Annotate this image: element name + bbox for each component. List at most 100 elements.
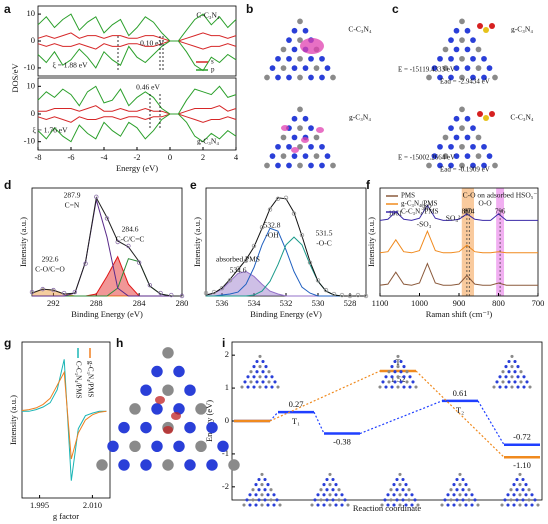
x-tick-label: 292 xyxy=(47,298,60,308)
atom xyxy=(470,162,476,169)
atom xyxy=(324,65,331,72)
atom xyxy=(330,74,336,81)
atom xyxy=(258,354,262,358)
atom xyxy=(525,380,529,384)
atom xyxy=(452,503,456,507)
atom xyxy=(459,106,465,113)
data-point xyxy=(126,243,131,249)
data-point xyxy=(203,290,209,296)
atom xyxy=(264,375,268,379)
atom xyxy=(449,488,453,492)
atom xyxy=(473,498,477,502)
annotation: -O-C xyxy=(316,239,331,248)
data-point xyxy=(291,211,297,216)
atom xyxy=(308,74,314,81)
atom xyxy=(260,503,264,507)
atom xyxy=(302,65,309,72)
atom xyxy=(442,153,449,160)
atom xyxy=(269,153,276,160)
atom xyxy=(273,380,277,384)
atom xyxy=(291,134,298,141)
legend-label: PMS xyxy=(401,192,415,200)
atom xyxy=(280,65,287,72)
atom xyxy=(506,503,510,507)
atom xyxy=(392,503,396,507)
connector xyxy=(359,400,443,435)
atom xyxy=(398,503,402,507)
atom xyxy=(255,359,259,364)
atom xyxy=(524,503,528,507)
y-tick-label: 10 xyxy=(27,8,36,18)
atom xyxy=(459,74,465,81)
atom xyxy=(129,440,141,453)
image-label: E = -15119.4333 eV xyxy=(398,66,455,74)
atom xyxy=(206,421,218,434)
atom xyxy=(515,498,519,502)
atom xyxy=(162,384,174,396)
atom xyxy=(475,153,482,160)
value-label: 1.52 xyxy=(391,374,406,384)
x-tick-label: 1000 xyxy=(411,298,428,308)
atom xyxy=(275,74,281,81)
atom xyxy=(398,483,402,487)
value-label: -1.10 xyxy=(513,460,531,470)
atom xyxy=(313,153,320,160)
atom xyxy=(396,354,400,358)
atom xyxy=(398,493,402,497)
atom xyxy=(251,488,255,492)
atom xyxy=(393,380,397,384)
connector xyxy=(477,400,505,446)
atom xyxy=(328,493,332,497)
atom xyxy=(399,359,403,364)
atom xyxy=(275,55,281,62)
atom xyxy=(440,503,444,507)
atom xyxy=(324,153,331,160)
atom xyxy=(266,483,270,487)
y-axis-label: Intensity (a.u.) xyxy=(366,217,376,267)
atom xyxy=(470,143,476,150)
y-axis-label: DOS/eV xyxy=(10,63,20,93)
atom xyxy=(459,162,465,169)
x-tick-label: 528 xyxy=(344,298,357,308)
legend-label: C-C₃N₄/PMS xyxy=(401,208,439,216)
atom xyxy=(426,74,432,81)
atom xyxy=(308,125,314,131)
atom xyxy=(481,55,487,62)
data-point xyxy=(275,196,281,201)
atom xyxy=(254,493,258,497)
atom xyxy=(510,354,514,358)
atom xyxy=(528,385,532,389)
atom xyxy=(252,365,256,369)
atom xyxy=(322,493,326,497)
atom xyxy=(481,162,487,169)
atom xyxy=(255,370,259,374)
atom xyxy=(392,493,396,497)
atom xyxy=(96,459,108,471)
atom xyxy=(286,37,292,43)
data-point xyxy=(51,287,56,293)
value-label: -0.72 xyxy=(513,432,531,442)
data-point xyxy=(331,291,337,297)
legend-label: C-C₃N₄/PMS xyxy=(74,361,82,399)
data-point xyxy=(259,225,265,230)
atom xyxy=(476,503,480,507)
x-tick-label: 1100 xyxy=(372,298,389,308)
x-tick-label: 288 xyxy=(90,298,103,308)
atom xyxy=(396,385,400,389)
atom xyxy=(319,498,323,502)
atom xyxy=(243,380,247,384)
atom xyxy=(489,111,495,117)
atom xyxy=(446,503,450,507)
atom xyxy=(522,385,526,389)
highlight-blob xyxy=(281,125,289,131)
atom xyxy=(286,74,292,81)
atom xyxy=(184,421,196,434)
area xyxy=(32,256,182,296)
atom xyxy=(524,483,528,487)
atom xyxy=(452,483,456,487)
atom xyxy=(337,488,341,492)
atom xyxy=(475,65,482,72)
legend-label: p xyxy=(211,66,215,74)
atom xyxy=(272,493,276,497)
data-point xyxy=(211,289,217,295)
